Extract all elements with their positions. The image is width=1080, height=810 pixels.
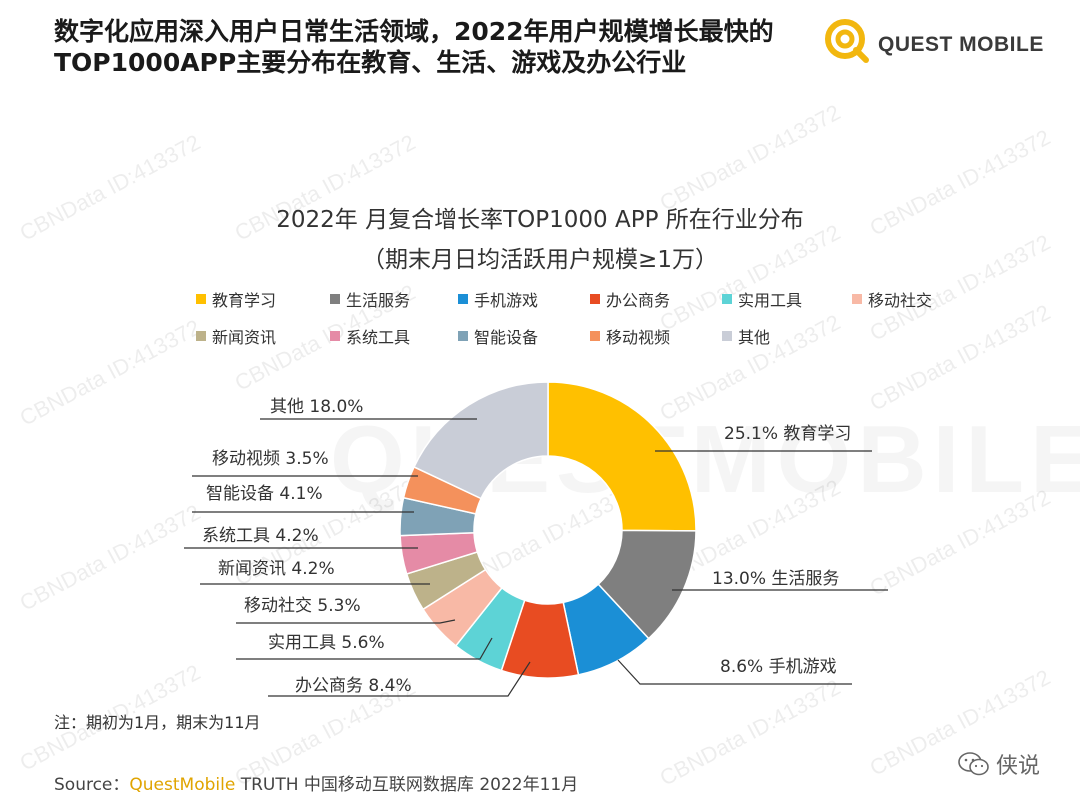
legend-item: 移动视频 — [590, 324, 670, 348]
data-label-value: 8.6% — [720, 657, 769, 677]
legend-label: 移动视频 — [606, 328, 671, 347]
legend-item: 教育学习 — [196, 287, 276, 311]
source-line: Source：QuestMobile TRUTH 中国移动互联网数据库 2022… — [54, 770, 578, 795]
data-label-category: 办公商务 — [295, 676, 368, 696]
data-label: 其他 18.0% — [270, 397, 363, 417]
data-label: 13.0% 生活服务 — [712, 569, 839, 589]
legend-item: 生活服务 — [330, 287, 410, 311]
data-label-category: 手机游戏 — [769, 657, 837, 677]
page-headline: 数字化应用深入用户日常生活领域，2022年用户规模增长最快的 TOP1000AP… — [54, 16, 814, 78]
data-label-category: 系统工具 — [202, 526, 275, 546]
legend-swatch — [330, 331, 340, 341]
headline-line-1: 数字化应用深入用户日常生活领域，2022年用户规模增长最快的 — [54, 17, 774, 46]
legend-item: 办公商务 — [590, 287, 670, 311]
legend-label: 办公商务 — [606, 291, 671, 310]
leader-line — [236, 619, 456, 624]
legend-swatch — [330, 294, 340, 304]
data-label-value: 25.1% — [724, 424, 783, 444]
data-label: 办公商务 8.4% — [295, 676, 412, 696]
source-rest: TRUTH 中国移动互联网数据库 2022年11月 — [235, 775, 579, 795]
legend-item: 实用工具 — [722, 287, 802, 311]
data-label: 25.1% 教育学习 — [724, 424, 851, 444]
logo-text: QUEST MOBILE — [878, 33, 1044, 56]
wechat-account-name: 侠说 — [996, 754, 1041, 779]
legend-swatch — [590, 331, 600, 341]
quest-mobile-logo: QUEST MOBILE — [818, 12, 1043, 72]
data-label: 新闻资讯 4.2% — [218, 559, 335, 579]
legend-swatch — [458, 331, 468, 341]
data-label-value: 13.0% — [712, 569, 771, 589]
legend-swatch — [196, 331, 206, 341]
data-label: 移动视频 3.5% — [212, 449, 329, 469]
legend-swatch — [196, 294, 206, 304]
data-label: 实用工具 5.6% — [268, 633, 385, 653]
source-brand: QuestMobile — [129, 775, 236, 795]
data-label-value: 8.4% — [368, 676, 411, 696]
donut-slice — [413, 381, 549, 500]
legend-item: 其他 — [722, 324, 770, 348]
chart-note: 注：期初为1月，期末为11月 — [54, 713, 261, 732]
donut-slice — [547, 381, 697, 532]
data-label: 智能设备 4.1% — [206, 484, 323, 504]
legend-swatch — [590, 294, 600, 304]
data-label-value: 18.0% — [309, 397, 363, 417]
wechat-account-tag: 侠说 — [958, 748, 1040, 780]
wechat-icon — [958, 752, 989, 776]
legend-item: 智能设备 — [458, 324, 538, 348]
legend-label: 其他 — [738, 328, 771, 347]
legend-swatch — [722, 331, 732, 341]
data-label-value: 4.2% — [275, 526, 318, 546]
source-prefix: Source： — [54, 775, 130, 795]
data-label: 8.6% 手机游戏 — [720, 657, 837, 677]
leader-line — [236, 637, 493, 660]
legend-item: 移动社交 — [852, 287, 932, 311]
legend-label: 实用工具 — [738, 291, 803, 310]
legend-item: 新闻资讯 — [196, 324, 276, 348]
data-label-category: 移动视频 — [212, 449, 285, 469]
data-label-value: 3.5% — [285, 449, 328, 469]
headline-line-2: TOP1000APP主要分布在教育、生活、游戏及办公行业 — [54, 48, 687, 77]
leader-line — [617, 659, 852, 685]
data-label-value: 5.6% — [341, 633, 384, 653]
legend-label: 移动社交 — [868, 291, 933, 310]
logo-mark-icon — [825, 19, 869, 63]
chart-subtitle: （期末月日均活跃用户规模≥1万） — [362, 247, 718, 273]
data-label-value: 4.1% — [279, 484, 322, 504]
legend-label: 智能设备 — [474, 328, 539, 347]
chart-title: 2022年 月复合增长率TOP1000 APP 所在行业分布 — [276, 207, 804, 233]
data-label-value: 5.3% — [317, 596, 360, 616]
legend-label: 生活服务 — [346, 291, 411, 310]
data-label: 系统工具 4.2% — [202, 526, 319, 546]
leader-line — [268, 661, 531, 697]
legend-label: 教育学习 — [212, 291, 277, 310]
legend-swatch — [722, 294, 732, 304]
legend-item: 系统工具 — [330, 324, 410, 348]
legend-label: 手机游戏 — [474, 291, 539, 310]
legend-swatch — [852, 294, 862, 304]
data-label-category: 智能设备 — [206, 484, 279, 504]
data-label-category: 教育学习 — [783, 424, 851, 444]
data-label-value: 4.2% — [291, 559, 334, 579]
data-label-category: 其他 — [270, 397, 309, 417]
data-label: 移动社交 5.3% — [244, 596, 361, 616]
legend-label: 新闻资讯 — [212, 328, 277, 347]
legend-swatch — [458, 294, 468, 304]
legend-item: 手机游戏 — [458, 287, 538, 311]
legend-label: 系统工具 — [346, 328, 411, 347]
data-label-category: 新闻资讯 — [218, 559, 291, 579]
data-label-category: 生活服务 — [771, 569, 839, 589]
data-label-category: 移动社交 — [244, 596, 317, 616]
data-label-category: 实用工具 — [268, 633, 341, 653]
